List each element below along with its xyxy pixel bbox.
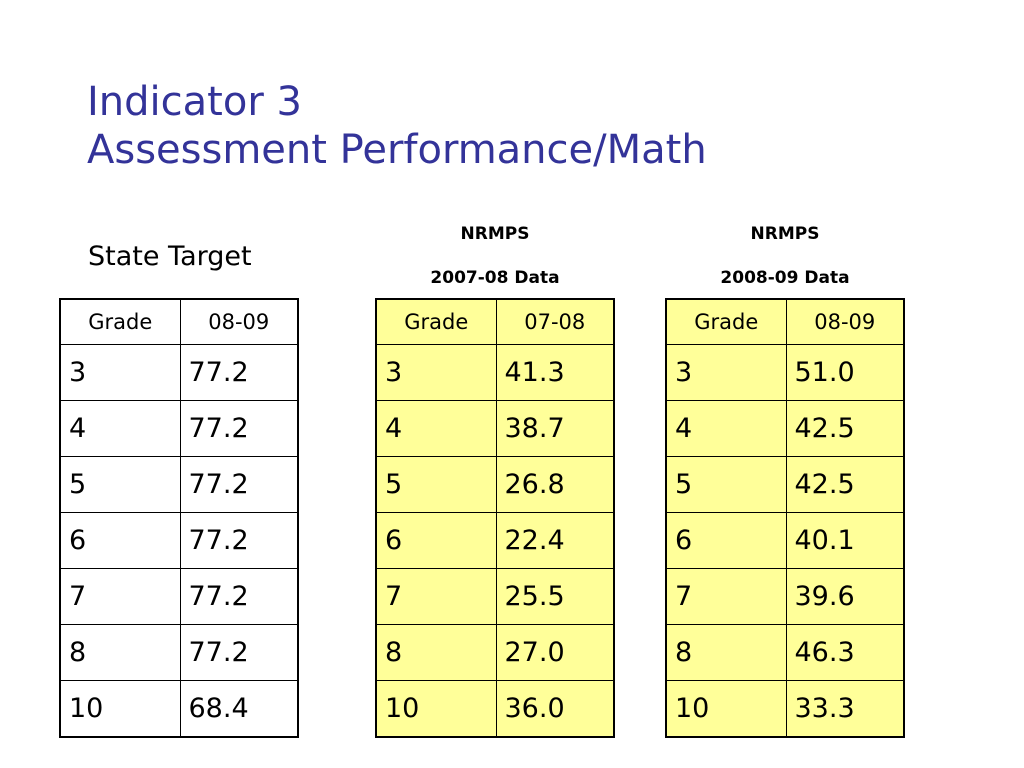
table-row: 10 36.0 bbox=[375, 680, 615, 738]
grade-cell: 8 bbox=[375, 624, 497, 681]
state-target-table-body: Grade 08-09 3 77.2 4 77.2 5 77.2 6 77.2 7 77.2 8 77.2… bbox=[59, 298, 299, 738]
value-cell: 22.4 bbox=[495, 512, 615, 569]
table-row: 8 77.2 bbox=[59, 624, 299, 681]
table-row: 10 33.3 bbox=[665, 680, 905, 738]
table-row: 6 40.1 bbox=[665, 512, 905, 569]
year-column-header: 08-09 bbox=[785, 298, 905, 345]
table-row: 3 41.3 bbox=[375, 344, 615, 401]
slide-title: Indicator 3 Assessment Performance/Math bbox=[87, 78, 707, 174]
table-header-row: Grade 08-09 bbox=[665, 298, 905, 345]
value-cell: 36.0 bbox=[495, 680, 615, 738]
grade-cell: 6 bbox=[665, 512, 787, 569]
value-cell: 40.1 bbox=[785, 512, 905, 569]
grade-cell: 3 bbox=[665, 344, 787, 401]
grade-cell: 5 bbox=[665, 456, 787, 513]
grade-cell: 5 bbox=[59, 456, 181, 513]
title-line-1: Indicator 3 bbox=[87, 79, 302, 125]
grade-cell: 8 bbox=[665, 624, 787, 681]
value-cell: 38.7 bbox=[495, 400, 615, 457]
table-row: 3 77.2 bbox=[59, 344, 299, 401]
grade-column-header: Grade bbox=[375, 298, 497, 345]
table-header-row: Grade 07-08 bbox=[375, 298, 615, 345]
grade-cell: 3 bbox=[375, 344, 497, 401]
grade-cell: 8 bbox=[59, 624, 181, 681]
grade-cell: 10 bbox=[59, 680, 181, 738]
table-row: 5 77.2 bbox=[59, 456, 299, 513]
value-cell: 68.4 bbox=[179, 680, 299, 738]
grade-column-header: Grade bbox=[59, 298, 181, 345]
table-row: 8 27.0 bbox=[375, 624, 615, 681]
nrmps-2007-08-table: Grade 07-08 3 41.3 4 38.7 5 26.8 6 22.4 7 25.5 8 27.0… bbox=[375, 298, 615, 738]
grade-cell: 6 bbox=[59, 512, 181, 569]
title-line-2: Assessment Performance/Math bbox=[87, 127, 707, 173]
table-row: 6 22.4 bbox=[375, 512, 615, 569]
value-cell: 41.3 bbox=[495, 344, 615, 401]
grade-cell: 4 bbox=[59, 400, 181, 457]
table-row: 5 42.5 bbox=[665, 456, 905, 513]
value-cell: 77.2 bbox=[179, 624, 299, 681]
value-cell: 51.0 bbox=[785, 344, 905, 401]
value-cell: 77.2 bbox=[179, 456, 299, 513]
table-row: 8 46.3 bbox=[665, 624, 905, 681]
value-cell: 42.5 bbox=[785, 456, 905, 513]
value-cell: 27.0 bbox=[495, 624, 615, 681]
grade-cell: 10 bbox=[375, 680, 497, 738]
year-column-header: 07-08 bbox=[495, 298, 615, 345]
grade-cell: 5 bbox=[375, 456, 497, 513]
grade-cell: 7 bbox=[375, 568, 497, 625]
table-row: 6 77.2 bbox=[59, 512, 299, 569]
nrmps-2008-09-table: Grade 08-09 3 51.0 4 42.5 5 42.5 6 40.1 7 39.6 8 46.3… bbox=[665, 298, 905, 738]
year-column-header: 08-09 bbox=[179, 298, 299, 345]
value-cell: 77.2 bbox=[179, 400, 299, 457]
value-cell: 42.5 bbox=[785, 400, 905, 457]
grade-cell: 7 bbox=[59, 568, 181, 625]
state-target-label: State Target bbox=[88, 241, 252, 272]
grade-cell: 7 bbox=[665, 568, 787, 625]
state-target-table: Grade 08-09 3 77.2 4 77.2 5 77.2 6 77.2 7 77.2 8 77.2… bbox=[59, 298, 299, 738]
table-row: 7 25.5 bbox=[375, 568, 615, 625]
nrmps-2008-caption-line-1: NRMPS bbox=[750, 224, 820, 244]
grade-cell: 3 bbox=[59, 344, 181, 401]
table-header-row: Grade 08-09 bbox=[59, 298, 299, 345]
value-cell: 77.2 bbox=[179, 568, 299, 625]
value-cell: 39.6 bbox=[785, 568, 905, 625]
value-cell: 77.2 bbox=[179, 344, 299, 401]
grade-cell: 4 bbox=[665, 400, 787, 457]
nrmps-2008-caption-line-2: 2008-09 Data bbox=[720, 268, 850, 288]
grade-column-header: Grade bbox=[665, 298, 787, 345]
value-cell: 33.3 bbox=[785, 680, 905, 738]
table-row: 4 42.5 bbox=[665, 400, 905, 457]
value-cell: 77.2 bbox=[179, 512, 299, 569]
table-row: 4 38.7 bbox=[375, 400, 615, 457]
table-row: 7 39.6 bbox=[665, 568, 905, 625]
table-row: 5 26.8 bbox=[375, 456, 615, 513]
nrmps-2007-caption-line-1: NRMPS bbox=[460, 224, 530, 244]
table-row: 4 77.2 bbox=[59, 400, 299, 457]
table-row: 3 51.0 bbox=[665, 344, 905, 401]
table-row: 7 77.2 bbox=[59, 568, 299, 625]
table-row: 10 68.4 bbox=[59, 680, 299, 738]
value-cell: 26.8 bbox=[495, 456, 615, 513]
nrmps-2007-caption-line-2: 2007-08 Data bbox=[430, 268, 560, 288]
grade-cell: 4 bbox=[375, 400, 497, 457]
nrmps-2008-09-table-body: Grade 08-09 3 51.0 4 42.5 5 42.5 6 40.1 7 39.6 8 46.3… bbox=[665, 298, 905, 738]
value-cell: 25.5 bbox=[495, 568, 615, 625]
value-cell: 46.3 bbox=[785, 624, 905, 681]
nrmps-2007-08-table-body: Grade 07-08 3 41.3 4 38.7 5 26.8 6 22.4 7 25.5 8 27.0… bbox=[375, 298, 615, 738]
grade-cell: 6 bbox=[375, 512, 497, 569]
grade-cell: 10 bbox=[665, 680, 787, 738]
